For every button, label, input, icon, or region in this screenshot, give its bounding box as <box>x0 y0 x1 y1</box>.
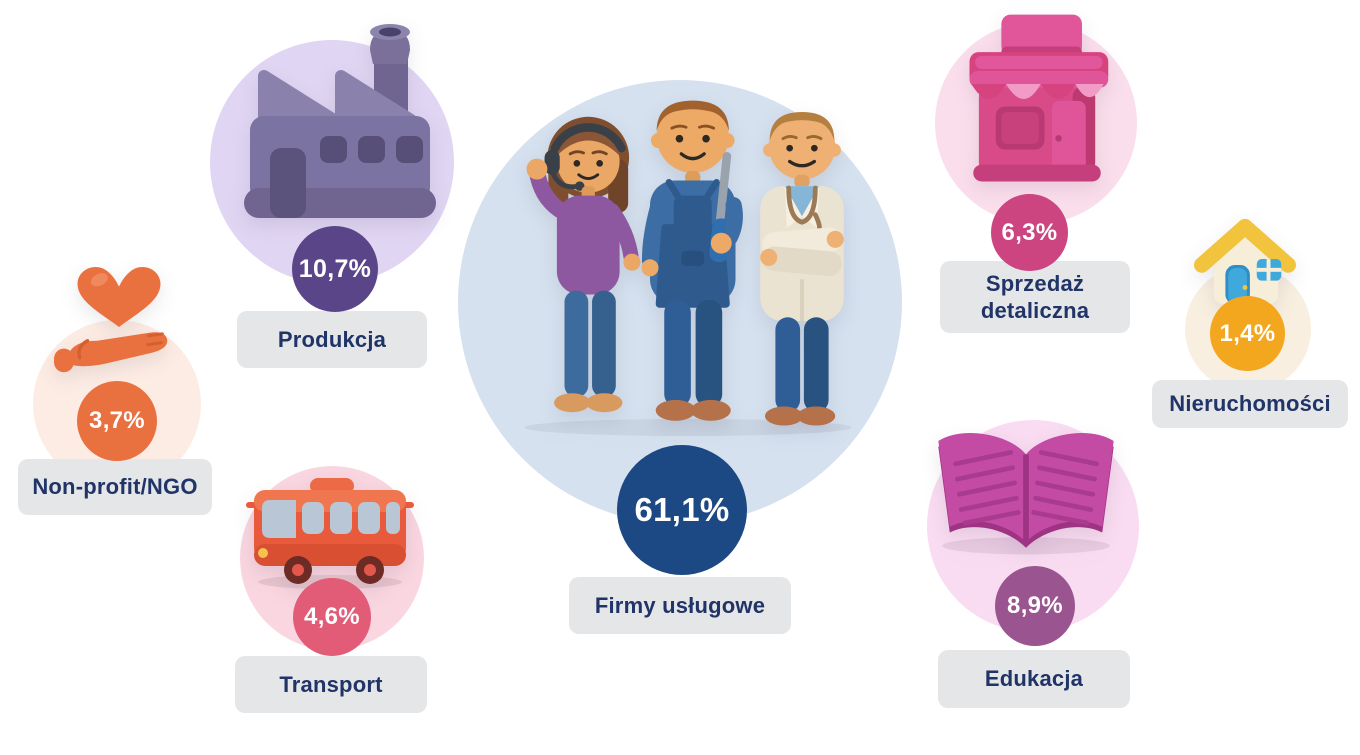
produkcja-label: Produkcja <box>237 311 427 368</box>
house-icon <box>1194 218 1296 305</box>
transport-percentage: 4,6% <box>304 603 360 630</box>
technician-figure <box>641 100 743 421</box>
sprzedaz-label: Sprzedaż detaliczna <box>940 261 1130 333</box>
bus-icon <box>246 478 414 589</box>
edukacja-label: Edukacja <box>938 650 1130 708</box>
doctor-figure <box>760 112 844 426</box>
non-profit-percentage-badge: 3,7% <box>77 381 157 461</box>
open-book-icon <box>938 432 1114 555</box>
transport-percentage-badge: 4,6% <box>293 578 371 656</box>
nieruchomosci-percentage-badge: 1,4% <box>1210 296 1285 371</box>
nieruchomosci-label: Nieruchomości <box>1152 380 1348 428</box>
non-profit-percentage: 3,7% <box>89 407 145 434</box>
edukacja-percentage-badge: 8,9% <box>995 566 1075 646</box>
produkcja-percentage-badge: 10,7% <box>292 226 378 312</box>
nieruchomosci-percentage: 1,4% <box>1219 319 1276 347</box>
produkcja-percentage: 10,7% <box>298 254 372 283</box>
sprzedaz-percentage-badge: 6,3% <box>991 194 1068 271</box>
service-team-icon <box>524 100 852 436</box>
support-woman-figure <box>526 116 641 413</box>
edukacja-percentage: 8,9% <box>1007 592 1063 619</box>
factory-icon <box>244 24 436 218</box>
shop-icon <box>969 14 1109 182</box>
firmy-uslugowe-percentage: 61,1% <box>634 491 730 528</box>
heart-in-hand-icon <box>54 266 168 373</box>
transport-label: Transport <box>235 656 427 713</box>
sprzedaz-percentage: 6,3% <box>1001 218 1058 246</box>
non-profit-label: Non-profit/NGO <box>18 459 212 515</box>
firmy-uslugowe-percentage-badge: 61,1% <box>617 445 747 575</box>
firmy-uslugowe-label: Firmy usługowe <box>569 577 791 634</box>
